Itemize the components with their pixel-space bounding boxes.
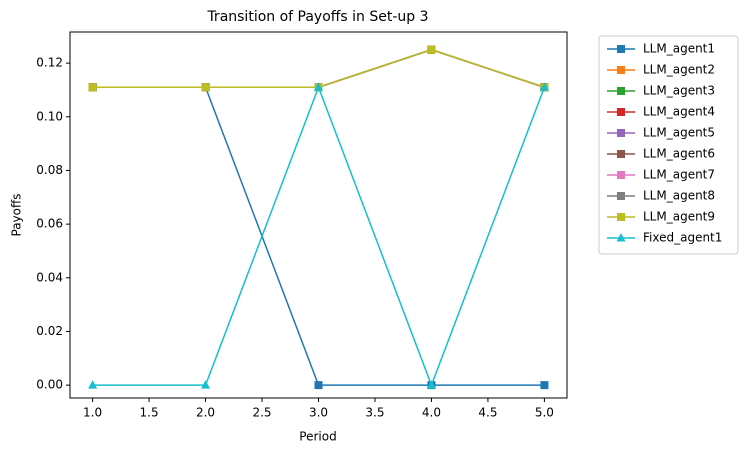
- series-line: [92, 48, 545, 89]
- legend-label: LLM_agent2: [643, 63, 715, 77]
- data-point: [88, 83, 97, 92]
- y-tick-label: 0.08: [36, 163, 63, 177]
- legend-label: LLM_agent4: [643, 105, 715, 119]
- legend-label: LLM_agent1: [643, 42, 715, 56]
- x-tick-label: 4.5: [478, 406, 497, 420]
- series-line: [92, 85, 546, 388]
- y-axis-label: Payoffs: [10, 193, 24, 236]
- series-line: [92, 48, 545, 89]
- series-line: [92, 48, 545, 89]
- legend-label: LLM_agent7: [643, 168, 715, 182]
- data-point: [314, 82, 323, 91]
- legend-marker: [617, 66, 625, 74]
- legend-label: LLM_agent3: [643, 84, 715, 98]
- series-line: [92, 48, 545, 89]
- x-tick-label: 2.0: [196, 406, 215, 420]
- x-tick-label: 5.0: [535, 406, 554, 420]
- data-point: [426, 380, 436, 389]
- y-tick-label: 0.00: [36, 378, 63, 392]
- data-point: [201, 380, 211, 389]
- x-tick-label: 2.5: [252, 406, 271, 420]
- y-tick-label: 0.10: [36, 109, 63, 123]
- series-line: [92, 48, 545, 89]
- series-line: [92, 48, 545, 89]
- legend-marker: [617, 150, 625, 158]
- legend-marker: [617, 87, 625, 95]
- data-point: [88, 380, 98, 389]
- y-tick-label: 0.12: [36, 56, 63, 70]
- legend-marker: [616, 233, 626, 242]
- data-point: [314, 381, 323, 390]
- legend-marker: [617, 213, 625, 221]
- data-point: [539, 82, 549, 91]
- x-axis-label: Period: [299, 430, 336, 444]
- x-tick-label: 3.5: [365, 406, 384, 420]
- x-tick-label: 4.0: [422, 406, 441, 420]
- x-tick-label: 3.0: [309, 406, 328, 420]
- legend-label: LLM_agent8: [643, 189, 715, 203]
- series-line: [92, 86, 545, 386]
- data-point: [201, 83, 210, 92]
- legend-marker: [617, 171, 625, 179]
- x-tick-label: 1.0: [83, 406, 102, 420]
- legend-label: LLM_agent6: [643, 147, 715, 161]
- legend-label: Fixed_agent1: [643, 231, 722, 245]
- data-point: [540, 381, 549, 390]
- legend-marker: [617, 45, 625, 53]
- y-tick-label: 0.06: [36, 217, 63, 231]
- series-line: [92, 48, 545, 89]
- y-tick-label: 0.04: [36, 270, 63, 284]
- legend-marker: [617, 129, 625, 137]
- legend-marker: [617, 108, 625, 116]
- series-line: [92, 48, 545, 89]
- legend-label: LLM_agent5: [643, 126, 715, 140]
- y-tick-label: 0.02: [36, 324, 63, 338]
- data-point: [427, 45, 436, 54]
- x-tick-label: 1.5: [140, 406, 159, 420]
- chart-title: Transition of Payoffs in Set-up 3: [206, 9, 428, 25]
- legend-marker: [617, 192, 625, 200]
- legend-label: LLM_agent9: [643, 210, 715, 224]
